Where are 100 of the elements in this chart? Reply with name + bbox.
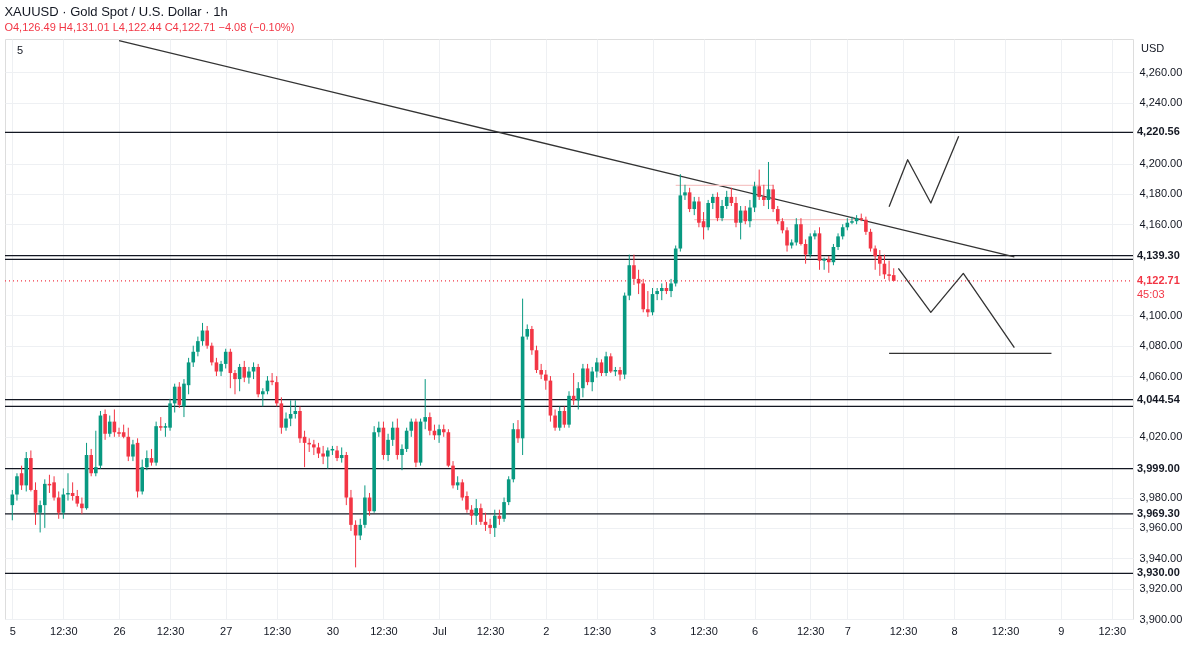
- candlestick: [608, 352, 613, 374]
- candlestick: [724, 190, 729, 210]
- line-series: [888, 135, 960, 208]
- x-tick-label: 12:30: [583, 624, 612, 637]
- candlestick: [428, 412, 432, 436]
- candlestick: [502, 497, 506, 523]
- y-tick-label: 4,060.00: [1139, 369, 1183, 382]
- candlestick: [492, 509, 497, 538]
- candlestick: [530, 325, 534, 356]
- candlestick: [813, 229, 817, 240]
- candlestick: [321, 445, 325, 465]
- y-tick-label: 3,920.00: [1139, 582, 1183, 595]
- ref-line-label: 4,122.71: [1137, 273, 1180, 286]
- y-axis-title: USD: [1141, 42, 1165, 54]
- candlestick: [873, 244, 877, 271]
- y-tick-label: 3,960.00: [1139, 521, 1183, 534]
- candlestick: [576, 381, 581, 410]
- candlestick: [683, 184, 687, 201]
- x-tick-label: 27: [220, 624, 233, 637]
- candlestick: [247, 366, 251, 385]
- candlestick: [775, 205, 780, 225]
- candlestick: [386, 433, 390, 462]
- ref-line-label: 4,139.30: [1137, 248, 1180, 261]
- candlestick: [771, 184, 775, 213]
- candlestick: [734, 196, 738, 228]
- y-tick-label: 3,980.00: [1139, 491, 1183, 504]
- y-tick-label: 4,020.00: [1139, 430, 1183, 443]
- candlestick: [335, 445, 339, 462]
- ref-line-label: 3,999.00: [1137, 461, 1180, 474]
- candlestick: [390, 421, 395, 447]
- line-series: [897, 267, 1015, 349]
- candlestick: [94, 430, 98, 477]
- candlestick: [205, 325, 209, 350]
- x-tick-label: 30: [326, 624, 340, 637]
- x-tick-label: 12:30: [889, 624, 918, 637]
- candlestick: [669, 278, 673, 298]
- candlestick: [219, 360, 223, 377]
- candlestick: [223, 348, 228, 369]
- ref-line-label: 3,969.30: [1137, 506, 1180, 519]
- candlestick: [196, 336, 200, 357]
- candlestick: [646, 290, 650, 318]
- x-tick-label: 9: [1058, 624, 1065, 637]
- candlestick: [618, 366, 622, 382]
- x-tick-label: 12:30: [370, 624, 398, 637]
- candlestick: [488, 518, 492, 535]
- candlestick: [864, 216, 868, 236]
- candlestick: [117, 427, 121, 438]
- candlestick: [557, 405, 562, 432]
- candlestick: [210, 342, 214, 366]
- x-tick-label: 5: [9, 624, 16, 637]
- candlestick: [720, 199, 724, 222]
- candlestick: [697, 196, 701, 228]
- text: 45:03: [1137, 287, 1165, 300]
- candlestick: [785, 226, 789, 253]
- candlestick: [103, 408, 107, 441]
- y-tick-label: 4,260.00: [1139, 65, 1183, 78]
- candlestick: [808, 232, 813, 259]
- candlestick: [757, 169, 761, 201]
- candlestick: [581, 363, 585, 398]
- candlestick: [878, 249, 882, 277]
- candlestick: [748, 199, 752, 228]
- candlestick: [80, 497, 84, 515]
- y-tick-label: 3,940.00: [1139, 551, 1183, 564]
- candlestick: [131, 439, 135, 462]
- y-tick-label: 4,240.00: [1139, 96, 1183, 109]
- ref-line-label: 4,044.54: [1137, 392, 1181, 405]
- x-tick-label: 3: [649, 624, 657, 637]
- x-tick-label: 12:30: [690, 624, 718, 637]
- candlestick: [553, 408, 557, 432]
- candlestick: [822, 257, 826, 271]
- candlestick: [595, 357, 599, 379]
- x-tick-label: 12:30: [991, 624, 1020, 637]
- x-tick-label: 6: [752, 624, 759, 637]
- candlestick: [655, 287, 659, 301]
- x-tick-label: 12:30: [263, 624, 292, 637]
- candlestick: [325, 446, 330, 470]
- candlestick: [850, 216, 854, 225]
- candlestick: [590, 366, 594, 392]
- candlestick: [632, 254, 636, 286]
- ref-line-label: 3,930.00: [1137, 566, 1180, 579]
- candlestick: [15, 472, 19, 502]
- candlestick: [762, 184, 766, 207]
- candlestick: [274, 375, 279, 407]
- candlestick: [214, 357, 219, 377]
- candlestick: [52, 475, 56, 502]
- candlestick: [437, 424, 441, 444]
- annotation: 5: [17, 44, 24, 56]
- x-tick-label: 12:30: [50, 624, 78, 637]
- candlestick: [516, 419, 520, 444]
- candlestick: [479, 503, 483, 526]
- x-tick-label: 12:30: [476, 624, 505, 637]
- x-tick-label: 12:30: [156, 624, 185, 637]
- candlestick: [242, 360, 247, 383]
- candlestick: [799, 217, 803, 246]
- x-tick-label: 26: [113, 624, 126, 637]
- candlestick: [261, 387, 265, 407]
- y-tick-label: 4,180.00: [1139, 187, 1183, 200]
- candlestick: [107, 415, 112, 438]
- x-tick-label: Jul: [432, 624, 447, 637]
- candlestick: [191, 345, 196, 368]
